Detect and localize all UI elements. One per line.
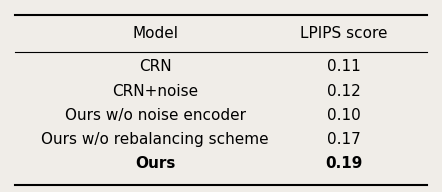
Text: Ours w/o noise encoder: Ours w/o noise encoder [65,108,246,123]
Text: Model: Model [132,26,178,41]
Text: Ours: Ours [135,156,175,171]
Text: CRN: CRN [139,60,171,74]
Text: 0.17: 0.17 [327,132,361,147]
Text: CRN+noise: CRN+noise [112,84,198,98]
Text: 0.19: 0.19 [325,156,363,171]
Text: 0.12: 0.12 [327,84,361,98]
Text: 0.10: 0.10 [327,108,361,123]
Text: Ours w/o rebalancing scheme: Ours w/o rebalancing scheme [41,132,269,147]
Text: 0.11: 0.11 [327,60,361,74]
Text: LPIPS score: LPIPS score [300,26,388,41]
